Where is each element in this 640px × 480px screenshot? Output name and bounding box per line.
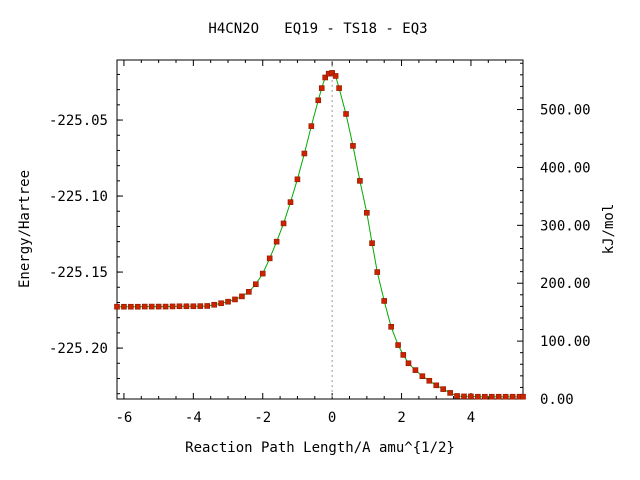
data-point (468, 393, 474, 400)
data-point (357, 178, 363, 184)
data-point (232, 296, 238, 303)
x-axis-label: Reaction Path Length/A amu^{1/2} (185, 440, 455, 456)
data-point (350, 143, 356, 149)
data-point (509, 393, 516, 400)
x-tick-label: 0 (328, 410, 336, 426)
data-point (239, 293, 245, 300)
data-point (502, 393, 509, 400)
data-point (135, 303, 141, 310)
data-point (440, 386, 446, 392)
y2-axis-label: kJ/mol (601, 204, 617, 255)
data-point (364, 209, 370, 216)
data-point (308, 123, 315, 129)
data-point (419, 373, 426, 379)
data-point (318, 85, 325, 91)
data-point (374, 269, 381, 275)
data-point (381, 298, 387, 304)
data-point (426, 377, 433, 384)
data-point (332, 73, 339, 79)
y-tick-label: -225.15 (49, 265, 108, 281)
data-point (336, 85, 342, 91)
data-point (204, 303, 211, 309)
data-point (225, 298, 231, 305)
data-point (190, 303, 197, 310)
data-point (253, 281, 259, 288)
data-point (169, 303, 176, 310)
y2-tick-label: 500.00 (540, 103, 591, 119)
data-point (183, 303, 190, 310)
data-point (454, 393, 460, 399)
data-point (301, 150, 308, 157)
data-point (388, 323, 394, 330)
data-point (273, 238, 280, 245)
data-point (315, 97, 322, 104)
data-point (369, 240, 375, 246)
y-axis-label: Energy/Hartree (17, 170, 33, 288)
data-point (114, 303, 120, 310)
data-point (162, 303, 169, 310)
x-axis-ticks: -6 -4 -2 0 2 4 (116, 60, 524, 426)
chart-title: H4CN2O EQ19 - TS18 - EQ3 (208, 21, 427, 37)
data-point (461, 393, 467, 400)
data-point (211, 301, 217, 308)
data-point (148, 303, 155, 310)
y2-tick-label: 100.00 (540, 334, 591, 350)
data-point (287, 199, 294, 205)
y2-tick-label: 200.00 (540, 276, 591, 292)
data-point (482, 393, 488, 400)
data-point (412, 367, 419, 373)
x-tick-label: -4 (185, 410, 202, 426)
data-point (280, 220, 287, 227)
y-tick-label: -225.20 (49, 341, 108, 357)
data-point (329, 70, 335, 76)
data-point (246, 289, 252, 295)
data-point (141, 303, 148, 310)
data-point (395, 342, 401, 348)
data-point (218, 300, 224, 307)
data-point (495, 393, 502, 400)
y-tick-label: -225.05 (49, 113, 108, 129)
data-point (121, 303, 127, 310)
y-tick-label: -225.10 (49, 189, 108, 205)
x-tick-label: -2 (254, 410, 271, 426)
data-point (447, 390, 453, 396)
data-point (259, 270, 266, 277)
y2-tick-label: 400.00 (540, 160, 591, 176)
data-point (520, 393, 526, 400)
x-tick-label: -6 (116, 410, 133, 426)
data-point (400, 352, 407, 358)
data-point (322, 74, 329, 81)
y-axis-ticks: -225.05 -225.10 -225.15 -225.20 (49, 73, 123, 395)
data-point (433, 382, 440, 389)
y2-tick-label: 300.00 (540, 218, 591, 234)
data-point (475, 393, 481, 400)
data-point (488, 393, 495, 400)
data-point (197, 303, 204, 309)
data-point (405, 360, 412, 367)
data-point (266, 255, 273, 262)
x-tick-label: 4 (467, 410, 475, 426)
x-tick-label: 2 (397, 410, 405, 426)
y2-axis-ticks: 0.00 100.00 200.00 300.00 400.00 500.00 (517, 62, 591, 408)
energy-profile-line (117, 72, 523, 398)
y2-tick-label: 0.00 (540, 392, 574, 408)
plot-frame (116, 59, 524, 400)
energy-profile-markers (114, 70, 526, 400)
data-point (294, 176, 301, 183)
data-point (128, 303, 134, 310)
data-point (155, 303, 162, 310)
data-point (176, 303, 183, 310)
data-point (343, 111, 349, 117)
